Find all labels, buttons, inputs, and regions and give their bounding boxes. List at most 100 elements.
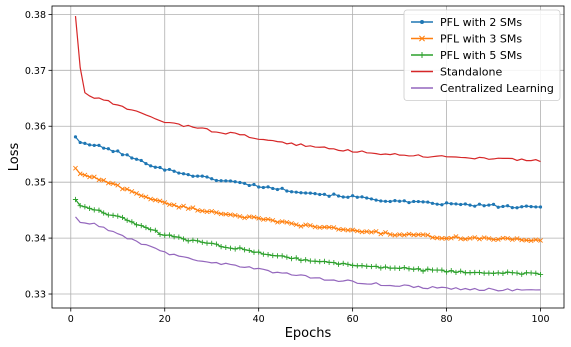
data-point — [97, 143, 101, 148]
data-point — [200, 174, 204, 178]
data-point — [420, 268, 426, 274]
legend-label: Centralized Learning — [440, 82, 554, 95]
data-point — [350, 227, 356, 233]
data-point — [190, 205, 196, 211]
data-point — [335, 261, 342, 267]
data-point — [232, 246, 238, 252]
data-point — [162, 232, 168, 238]
plot-frame — [51, 5, 565, 309]
data-point — [406, 266, 412, 272]
data-point — [454, 202, 458, 206]
series-3 — [74, 16, 541, 163]
data-point — [519, 237, 525, 243]
data-point — [533, 237, 539, 243]
data-point — [228, 212, 233, 218]
data-point — [365, 196, 369, 200]
data-point — [214, 178, 219, 183]
data-point — [199, 239, 205, 245]
data-point — [326, 259, 332, 265]
data-point — [289, 221, 294, 226]
data-point — [510, 205, 514, 210]
data-point — [82, 204, 88, 210]
data-point — [115, 182, 121, 188]
data-point — [181, 203, 186, 209]
data-point — [486, 236, 492, 241]
data-point — [500, 270, 506, 276]
data-point — [228, 179, 233, 183]
data-point — [171, 202, 177, 208]
data-point — [407, 200, 411, 205]
data-point — [238, 180, 242, 185]
data-point — [105, 212, 111, 218]
data-point — [111, 149, 115, 154]
data-point — [501, 204, 505, 209]
data-point — [411, 266, 417, 272]
data-point — [92, 143, 96, 148]
data-point — [538, 205, 543, 209]
data-point — [322, 224, 327, 230]
data-point — [191, 174, 195, 178]
data-point — [440, 203, 444, 207]
data-point — [359, 229, 365, 235]
data-point — [185, 238, 191, 244]
data-point — [279, 219, 285, 224]
data-point — [481, 270, 487, 276]
data-point — [210, 177, 214, 181]
x-tick-label: 100 — [531, 314, 549, 325]
data-point — [120, 153, 125, 157]
data-point — [495, 270, 501, 276]
data-point — [364, 229, 370, 234]
data-point — [312, 258, 318, 264]
data-point — [439, 235, 445, 241]
data-point — [73, 135, 78, 139]
legend-label: Standalone — [440, 66, 502, 79]
data-point — [110, 181, 116, 187]
x-tick-label: 0 — [68, 314, 74, 325]
x-tick-label: 80 — [441, 314, 453, 325]
data-point — [313, 192, 317, 196]
data-point — [171, 234, 177, 240]
data-point — [83, 141, 87, 145]
data-point — [312, 224, 318, 230]
data-point — [204, 240, 210, 246]
data-point — [148, 227, 154, 233]
data-point — [237, 214, 243, 219]
data-point — [299, 191, 303, 195]
data-point — [87, 143, 92, 147]
data-point — [77, 171, 83, 177]
data-point — [397, 232, 403, 237]
data-point — [523, 270, 530, 276]
data-point — [477, 236, 482, 242]
data-point — [341, 195, 345, 199]
data-point — [420, 232, 426, 238]
data-point — [265, 252, 271, 258]
data-point — [260, 251, 266, 257]
data-point — [524, 204, 529, 208]
data-point — [332, 192, 336, 196]
y-tick-label: 0.36 — [25, 122, 46, 133]
data-point — [251, 249, 257, 255]
data-point — [101, 177, 107, 183]
data-point — [340, 260, 346, 266]
data-point — [448, 235, 454, 241]
data-point — [396, 265, 403, 272]
legend-item: PFL with 5 SMs — [411, 49, 522, 62]
series-line — [75, 136, 541, 209]
data-point — [331, 259, 337, 266]
data-point — [350, 262, 356, 268]
data-point — [139, 158, 143, 163]
data-point — [453, 269, 459, 276]
data-point — [421, 200, 425, 204]
data-point — [270, 252, 276, 259]
data-point — [401, 264, 407, 271]
data-point — [468, 203, 472, 207]
data-point — [476, 269, 483, 276]
data-point — [288, 256, 295, 262]
data-point — [152, 227, 158, 233]
data-point — [125, 153, 129, 157]
data-point — [378, 231, 384, 237]
data-point — [233, 180, 237, 184]
data-point — [416, 199, 420, 204]
legend-label: PFL with 3 SMs — [440, 33, 522, 46]
